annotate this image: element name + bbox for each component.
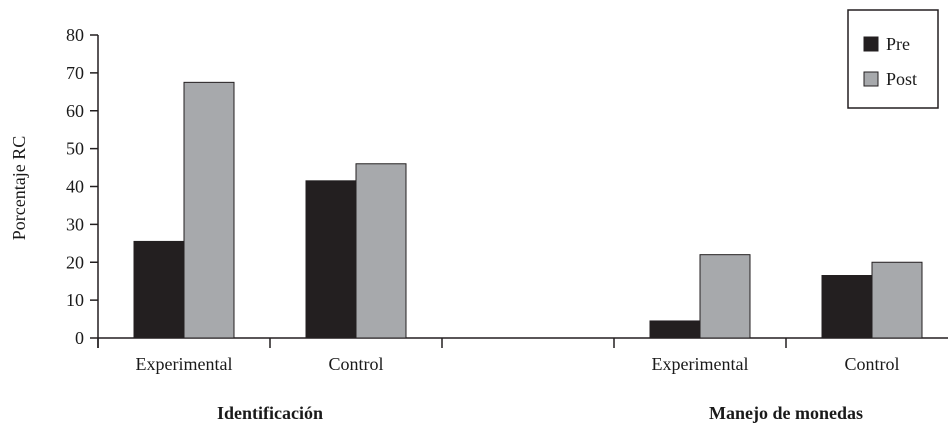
x-axis-labels: Experimental Control Identificación Experim… (136, 354, 900, 423)
chart-axes (97, 35, 948, 348)
category-label: Control (844, 354, 899, 374)
legend-swatch-post (863, 71, 879, 87)
bar-post (183, 81, 235, 339)
legend-label-pre: Pre (886, 34, 910, 54)
y-tick-label: 20 (66, 252, 84, 272)
bar-pre (133, 240, 185, 339)
y-tick-label: 30 (66, 214, 84, 234)
bar-post (355, 163, 407, 339)
bar-pre (649, 320, 701, 339)
y-tick-label: 10 (66, 290, 84, 310)
category-label: Control (328, 354, 383, 374)
y-tick-label: 60 (66, 101, 84, 121)
group-label: Manejo de monedas (709, 403, 863, 423)
bars (133, 81, 923, 339)
bar-post (699, 254, 751, 339)
bar-post (871, 261, 923, 339)
y-tick-label: 0 (75, 328, 84, 348)
legend-label-post: Post (886, 69, 917, 89)
group-label: Identificación (217, 403, 323, 423)
category-label: Experimental (652, 354, 749, 374)
y-axis-ticks: 0 10 20 30 40 50 60 70 80 (66, 25, 98, 348)
y-tick-label: 70 (66, 63, 84, 83)
legend-frame (847, 9, 939, 109)
bar-pre (821, 275, 873, 339)
category-label: Experimental (136, 354, 233, 374)
legend-swatch-pre (863, 36, 879, 52)
y-tick-label: 80 (66, 25, 84, 45)
y-axis-label: Porcentaje RC (9, 136, 29, 240)
y-tick-label: 40 (66, 177, 84, 197)
y-tick-label: 50 (66, 139, 84, 159)
bar-pre (305, 180, 357, 339)
legend: Pre Post (847, 9, 939, 109)
